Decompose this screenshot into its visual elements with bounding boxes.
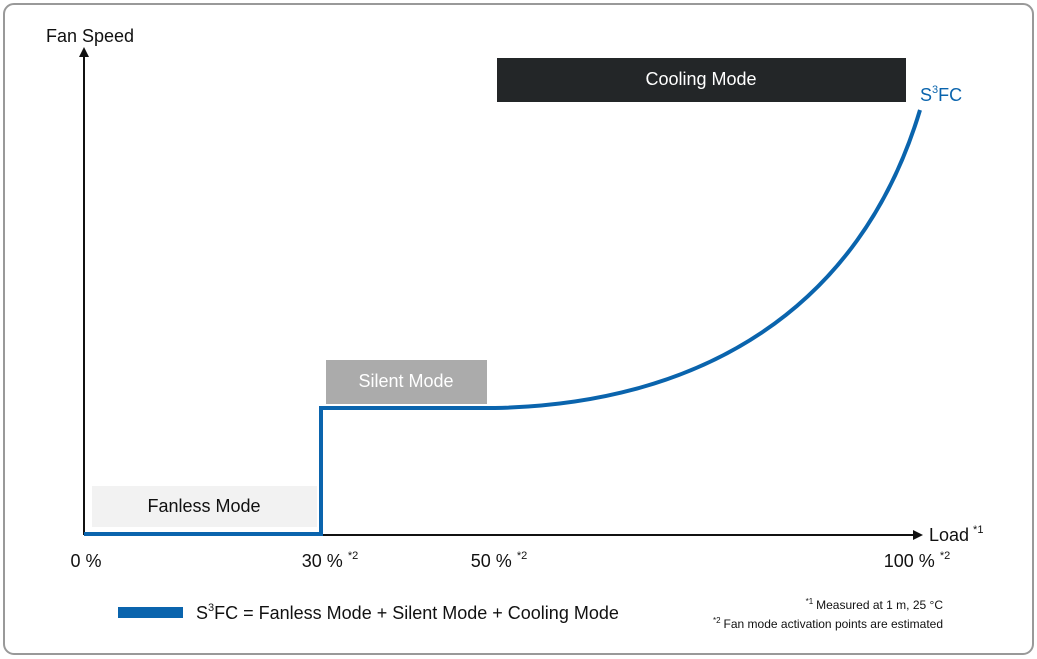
curve-label-rest: FC [938,85,962,105]
x-label-sup: *2 [348,550,358,562]
y-axis-label: Fan Speed [46,26,134,46]
x-label: 0 % [70,551,101,571]
footnote: *2 Fan mode activation points are estimat… [713,616,943,631]
curve-label: S3FC [920,84,962,105]
silent-label: Silent Mode [358,371,453,391]
x-axis-sup: *1 [973,524,983,536]
cooling-label: Cooling Mode [645,69,756,89]
legend-swatch [118,607,183,618]
x-label-text: 0 % [70,551,101,571]
fanless-box [92,486,317,527]
legend-sup: 3 [208,602,214,614]
x-label-text: 100 % [884,551,935,571]
fan-curve [84,109,922,536]
x-label: 100 % *2 [884,550,950,571]
silent-box [326,360,487,404]
x-label-sup: *2 [517,550,527,562]
x-label-text: 30 % [302,551,343,571]
x-axis-text: Load [929,525,969,545]
x-label: 50 % *2 [471,550,527,571]
x-label: 30 % *2 [302,550,358,571]
x-label-sup: *2 [940,550,950,562]
footnote-mark: *2 [713,616,721,625]
x-axis-label: Load *1 [929,524,983,545]
footnote: *1 Measured at 1 m, 25 °C [806,597,944,612]
legend-rest: FC = Fanless Mode + Silent Mode + Coolin… [214,603,619,623]
x-label-text: 50 % [471,551,512,571]
legend-text: S3FC = Fanless Mode + Silent Mode + Cool… [196,602,619,623]
legend-base: S [196,603,208,623]
footnote-mark: *1 [806,597,814,606]
cooling-box [497,58,906,102]
curve-label-sup: 3 [932,84,938,96]
footnote-text: Measured at 1 m, 25 °C [816,598,943,612]
fanless-label: Fanless Mode [147,496,260,516]
curve-label-base: S [920,85,932,105]
footnote-text: Fan mode activation points are estimated [724,617,943,631]
